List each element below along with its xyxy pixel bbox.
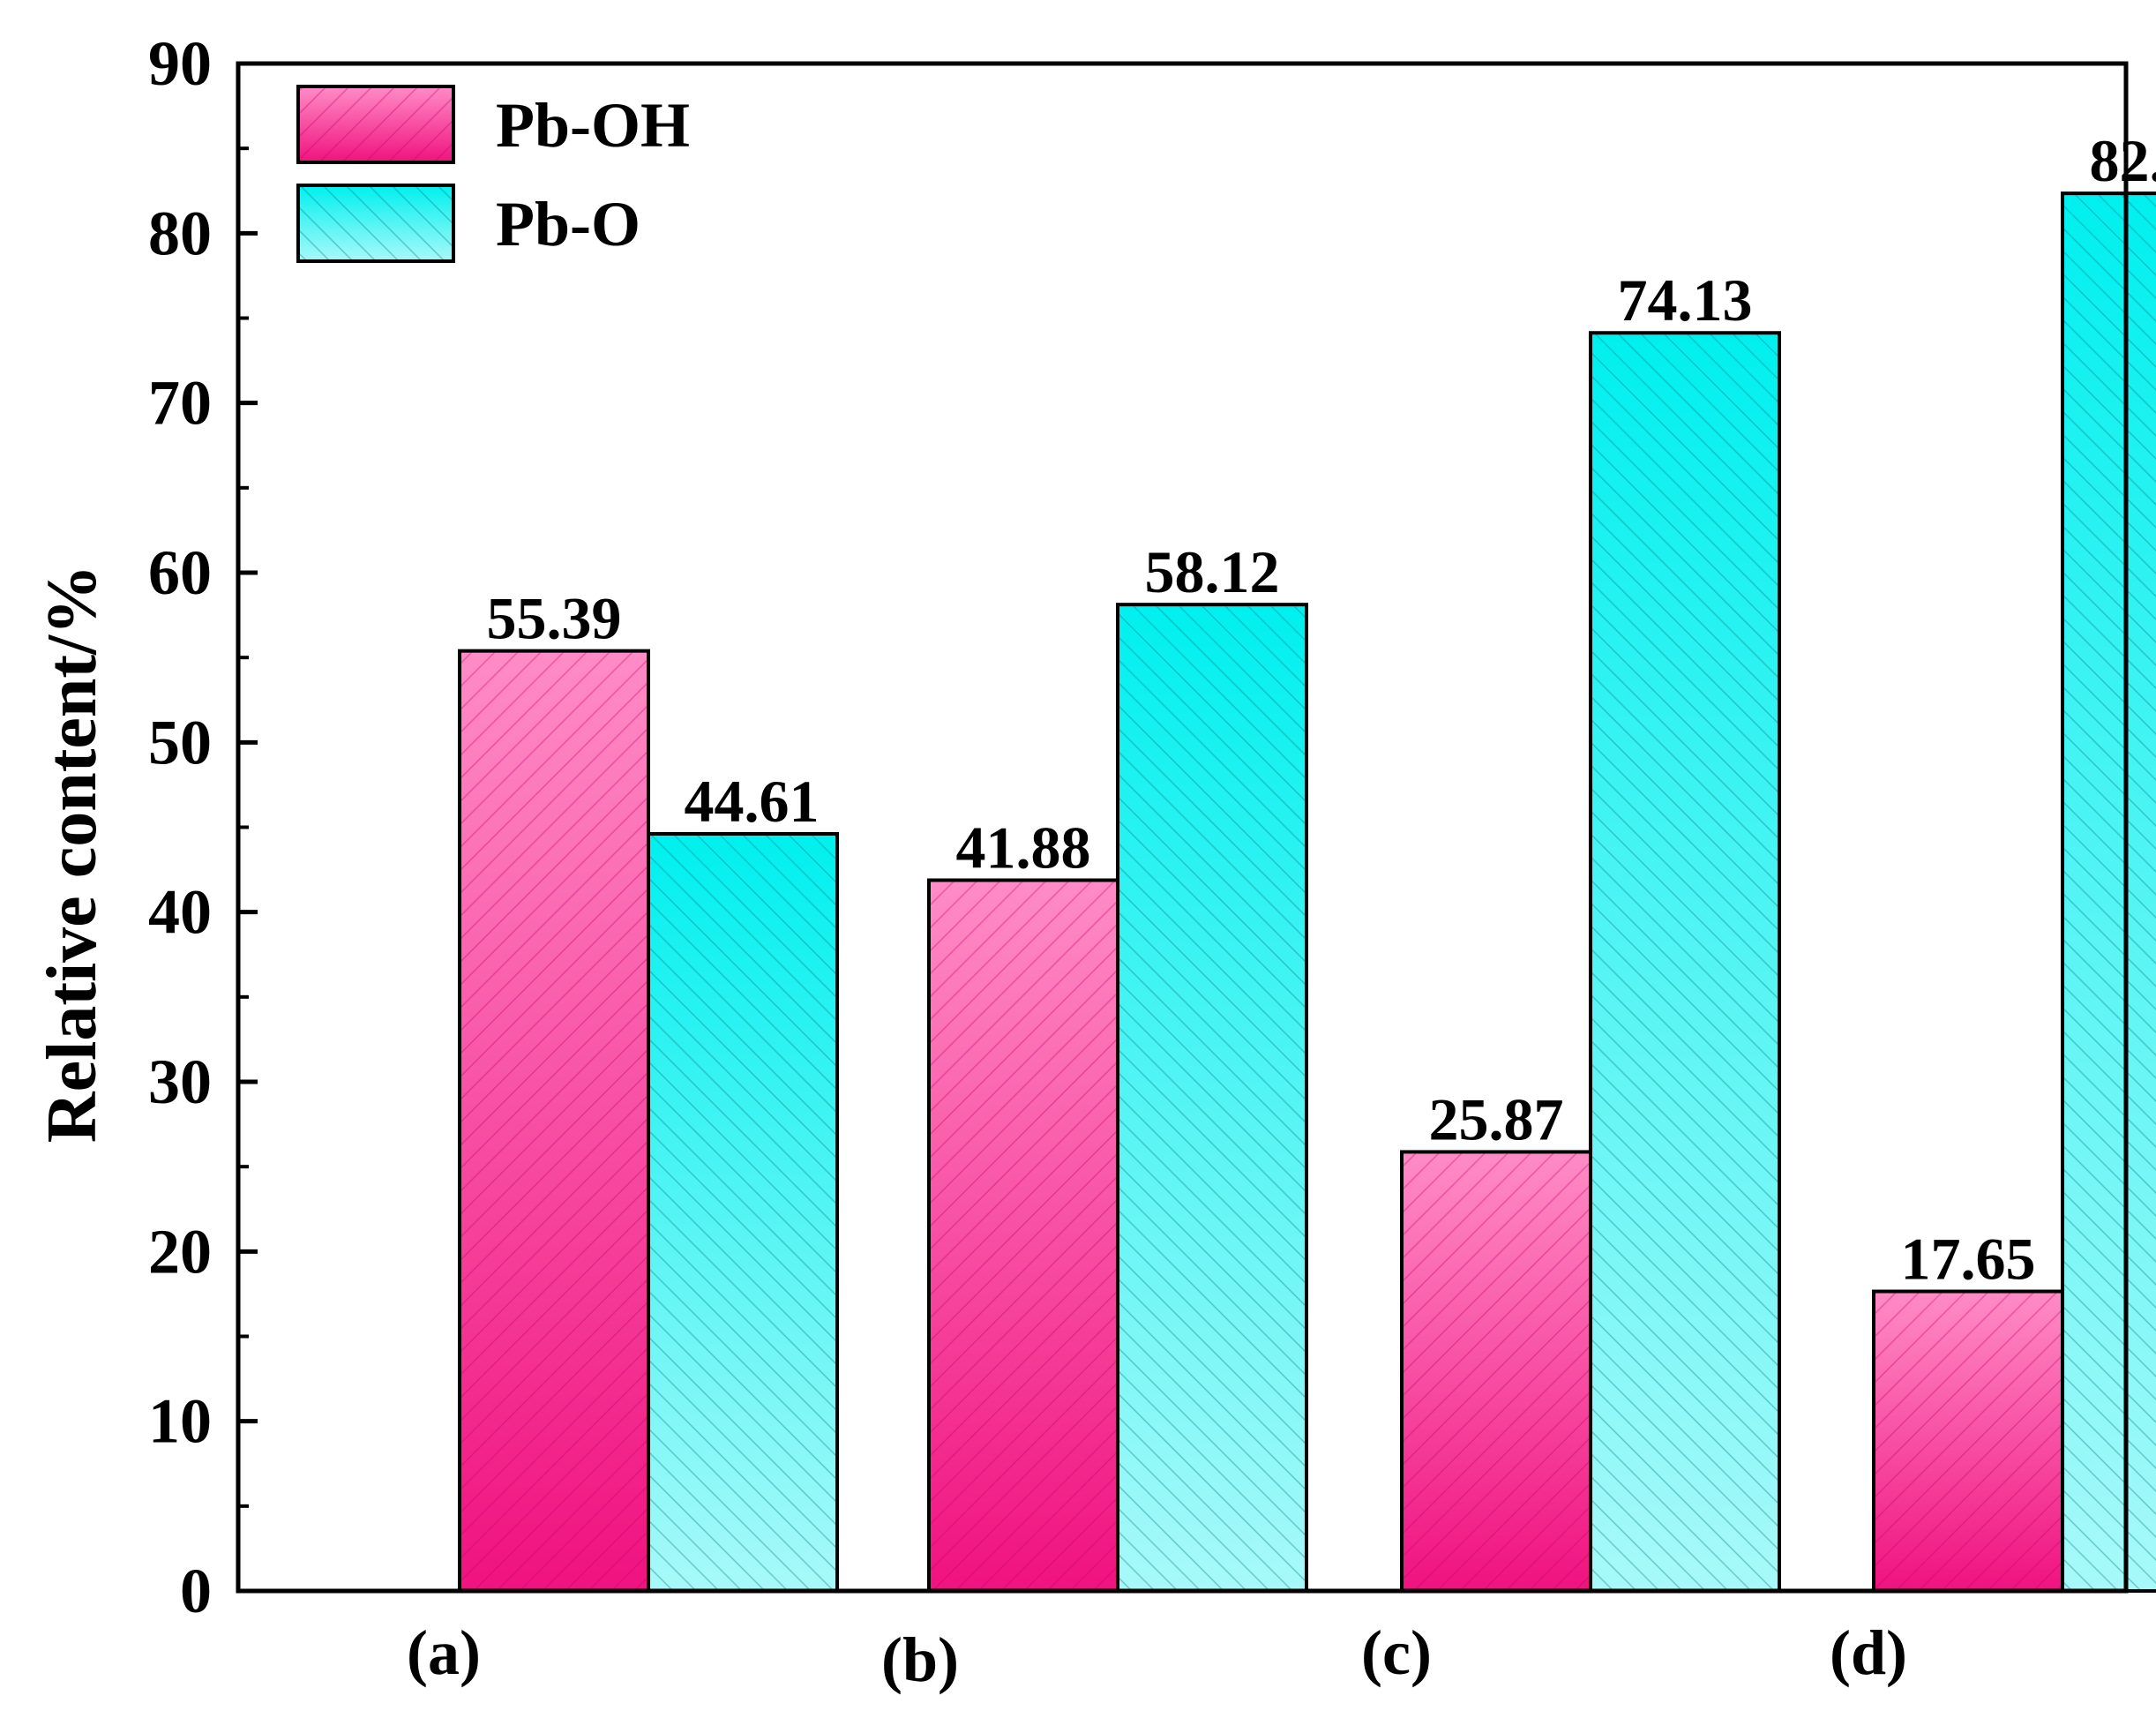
y-axis: 0 10 20 30 40 50 60 70 80 90 xyxy=(148,28,258,1626)
bar-hatch xyxy=(461,653,647,1589)
data-label-pb-o-1: 58.12 xyxy=(1145,538,1280,605)
y-tick-label: 60 xyxy=(148,537,212,608)
bar-hatch xyxy=(1875,1294,2061,1589)
x-axis: (a) (b) (c) (d) xyxy=(407,1617,1907,1695)
legend-label-pb-o: Pb-O xyxy=(496,189,640,259)
data-label-pb-o-3: 82.35 xyxy=(2090,127,2156,194)
bars-layer xyxy=(460,193,2156,1591)
legend-swatch-hatch xyxy=(300,88,452,161)
y-tick-label: 10 xyxy=(148,1386,212,1457)
x-category-label: (a) xyxy=(407,1617,481,1688)
y-tick-label: 30 xyxy=(148,1047,212,1117)
legend-label-pb-oh: Pb-OH xyxy=(496,90,690,161)
y-tick-label: 20 xyxy=(148,1216,212,1287)
legend: Pb-OH Pb-O xyxy=(298,86,690,261)
legend-swatch-hatch xyxy=(300,187,452,259)
x-category-label: (d) xyxy=(1830,1617,1907,1688)
y-tick-label: 90 xyxy=(148,28,212,99)
data-label-pb-oh-2: 25.87 xyxy=(1429,1085,1564,1152)
x-category-label: (b) xyxy=(881,1624,959,1695)
x-category-label: (c) xyxy=(1361,1617,1432,1688)
data-label-pb-o-2: 74.13 xyxy=(1618,266,1753,334)
y-tick-label: 50 xyxy=(148,707,212,777)
data-label-pb-oh-1: 41.88 xyxy=(956,814,1091,882)
data-label-pb-oh-0: 55.39 xyxy=(487,585,622,652)
bar-hatch xyxy=(1119,606,1305,1589)
bar-hatch xyxy=(1592,334,1778,1589)
y-tick-label: 0 xyxy=(180,1556,212,1626)
y-tick-label: 80 xyxy=(148,198,212,268)
bar-hatch xyxy=(1404,1153,1589,1589)
bar-hatch xyxy=(650,836,835,1589)
bar-hatch xyxy=(931,882,1116,1589)
data-label-pb-o-0: 44.61 xyxy=(685,768,820,835)
data-label-pb-oh-3: 17.65 xyxy=(1901,1226,2036,1293)
y-axis-title: Relative content/% xyxy=(34,565,111,1143)
bar-hatch xyxy=(2064,195,2156,1589)
y-tick-label: 40 xyxy=(148,877,212,948)
y-tick-label: 70 xyxy=(148,368,212,439)
